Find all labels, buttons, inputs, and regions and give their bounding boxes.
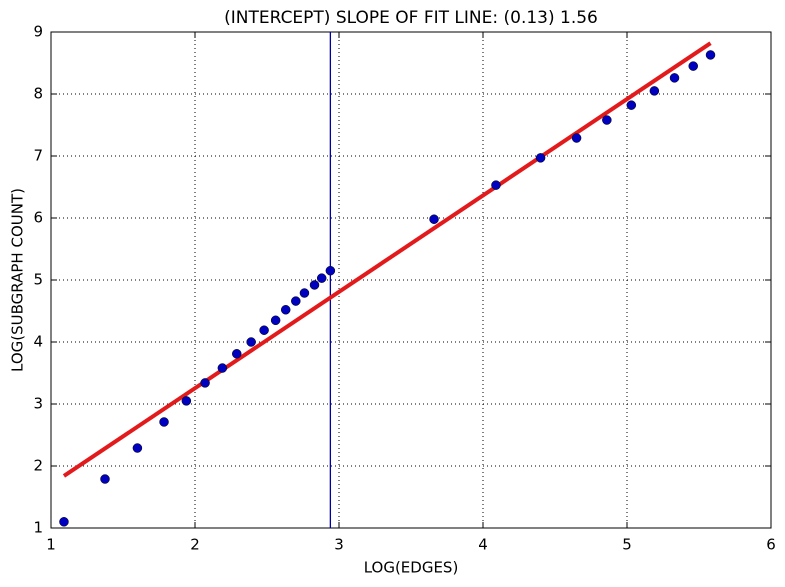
- x-tick-label: 2: [190, 536, 200, 554]
- fit-line: [62, 41, 712, 478]
- x-axis-label: LOG(EDGES): [364, 559, 459, 577]
- y-tick-label: 3: [33, 395, 43, 413]
- data-point: [535, 153, 546, 163]
- y-tick-label: 1: [33, 519, 43, 537]
- y-tick-label: 8: [33, 85, 43, 103]
- data-point: [626, 100, 637, 110]
- x-tick-label: 4: [478, 536, 488, 554]
- data-point: [299, 288, 310, 298]
- y-axis-label: LOG(SUBGRAPH COUNT): [9, 188, 27, 372]
- data-point: [291, 296, 301, 306]
- data-point: [246, 337, 256, 347]
- data-point: [59, 517, 69, 527]
- data-point: [270, 315, 281, 326]
- data-point: [316, 273, 327, 283]
- x-tick-label: 1: [46, 536, 56, 554]
- data-point: [705, 50, 716, 60]
- data-point: [100, 474, 110, 484]
- data-point: [429, 214, 439, 224]
- x-tick-label: 6: [766, 536, 776, 554]
- data-point: [571, 133, 582, 143]
- chart-title: (INTERCEPT) SLOPE OF FIT LINE: (0.13) 1.…: [224, 8, 598, 28]
- data-point: [132, 443, 143, 453]
- y-tick-label: 2: [33, 457, 43, 475]
- data-point: [181, 396, 192, 406]
- data-point: [602, 115, 612, 125]
- y-tick-label: 9: [33, 23, 43, 41]
- y-tick-label: 4: [33, 333, 43, 351]
- data-point: [309, 280, 320, 290]
- data-point: [491, 180, 501, 190]
- plot-frame: [50, 31, 772, 529]
- y-tick-label: 5: [33, 271, 43, 289]
- x-tick-label: 3: [334, 536, 344, 554]
- data-point: [232, 349, 242, 359]
- y-tick-label: 6: [33, 209, 43, 227]
- data-point: [280, 305, 291, 315]
- data-point: [159, 417, 169, 427]
- data-point: [669, 73, 680, 83]
- data-point: [200, 378, 210, 388]
- y-tick-label: 7: [33, 147, 43, 165]
- x-tick-label: 5: [622, 536, 632, 554]
- data-point: [688, 61, 698, 71]
- data-point: [649, 86, 660, 96]
- data-point: [259, 325, 269, 335]
- data-point: [217, 363, 228, 373]
- data-point: [325, 265, 336, 276]
